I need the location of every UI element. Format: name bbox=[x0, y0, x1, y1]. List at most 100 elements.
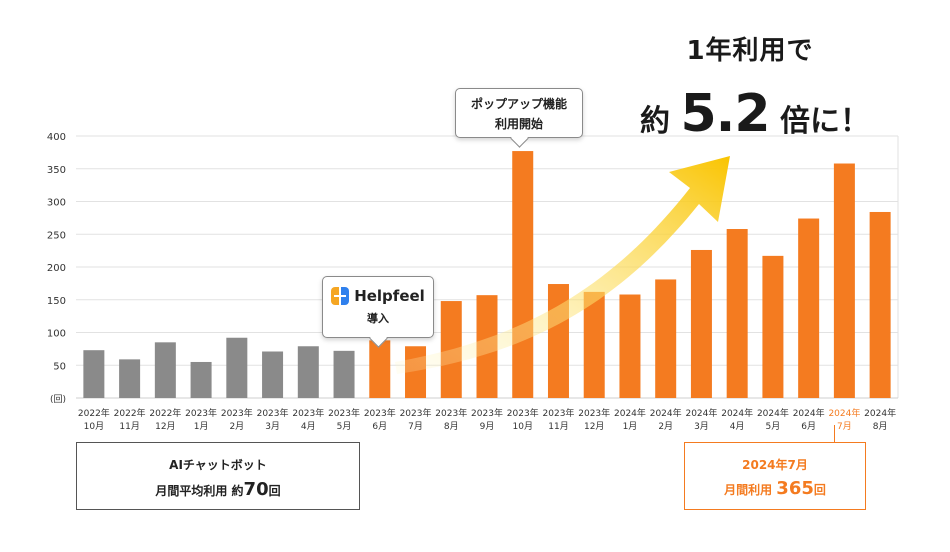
bar-2023年12月 bbox=[583, 291, 605, 398]
y-tick-label: 200 bbox=[47, 263, 66, 274]
x-tick-label: 4月 bbox=[730, 421, 745, 432]
bar-2024年1月 bbox=[619, 294, 641, 398]
bar-2023年10月 bbox=[512, 151, 534, 398]
callout-popup-line2: 利用開始 bbox=[494, 117, 543, 131]
helpfeel-brand-name: Helpfeel bbox=[354, 287, 425, 305]
y-axis-unit-label: (回) bbox=[50, 394, 66, 405]
x-tick-label: 9月 bbox=[480, 421, 495, 432]
x-tick-label: 3月 bbox=[265, 421, 280, 432]
y-tick-label: 50 bbox=[53, 361, 66, 372]
x-tick-label: 12月 bbox=[155, 421, 175, 432]
bar-2023年11月 bbox=[547, 284, 569, 398]
x-tick-label: 2024年 bbox=[650, 407, 682, 419]
x-tick-label: 1月 bbox=[194, 421, 209, 432]
x-tick-label: 8月 bbox=[873, 421, 888, 432]
x-tick-label: 3月 bbox=[694, 421, 709, 432]
bar-2024年4月 bbox=[726, 229, 748, 398]
ai-chatbot-summary-box: AIチャットボット 月間平均利用 約70回 bbox=[76, 442, 360, 510]
x-tick-label: 2023年 bbox=[257, 407, 289, 419]
x-tick-label: 2023年 bbox=[400, 407, 432, 419]
x-tick-label: 10月 bbox=[84, 421, 104, 432]
x-tick-label: 1月 bbox=[623, 421, 638, 432]
helpfeel-logo-icon bbox=[331, 287, 350, 305]
helpfeel-intro-callout: Helpfeel 導入 bbox=[322, 276, 434, 348]
hf-box-stat-unit: 回 bbox=[813, 483, 826, 497]
bar-2023年2月 bbox=[226, 337, 248, 398]
x-tick-label: 7月 bbox=[408, 421, 423, 432]
headline-line1: 1年利用で bbox=[686, 36, 814, 66]
x-tick-label: 2023年 bbox=[364, 407, 396, 419]
y-tick-label: 350 bbox=[47, 165, 66, 176]
ai-box-title: AIチャットボット bbox=[169, 458, 267, 472]
x-tick-label: 8月 bbox=[444, 421, 459, 432]
x-tick-label: 6月 bbox=[801, 421, 816, 432]
bar-2023年4月 bbox=[297, 346, 319, 398]
headline-suffix: 倍に！ bbox=[780, 104, 871, 139]
headline-line2: 約 5.2 倍に！ bbox=[630, 84, 880, 144]
bar-2024年7月 bbox=[833, 163, 855, 398]
bar-2022年10月 bbox=[83, 350, 105, 398]
ai-box-stat-prefix: 月間平均利用 約 bbox=[155, 484, 244, 498]
x-tick-label: 2023年 bbox=[507, 407, 539, 419]
y-axis-ticks: 50 100 150 200 250 300 350 400 bbox=[47, 132, 66, 372]
ai-box-stat-value: 70 bbox=[243, 479, 269, 500]
x-tick-label: 12月 bbox=[584, 421, 604, 432]
x-tick-label: 2月 bbox=[229, 421, 244, 432]
x-tick-label: 2023年 bbox=[471, 407, 503, 419]
hf-box-title: 2024年7月 bbox=[742, 458, 808, 472]
bar-2024年5月 bbox=[762, 255, 784, 398]
x-tick-label: 2022年 bbox=[149, 407, 181, 419]
x-tick-label: 11月 bbox=[119, 421, 139, 432]
bar-2022年11月 bbox=[119, 359, 141, 398]
helpfeel-summary-box: 2024年7月 月間利用 365回 bbox=[684, 442, 866, 510]
x-tick-label: 2024年 bbox=[614, 407, 646, 419]
bar-2023年1月 bbox=[190, 361, 212, 398]
x-tick-label: 2024年 bbox=[757, 407, 789, 419]
highlight-connector-line bbox=[834, 425, 835, 442]
bar-2023年6月 bbox=[369, 340, 391, 398]
x-tick-label: 2023年 bbox=[578, 407, 610, 419]
hf-box-stat-prefix: 月間利用 bbox=[724, 483, 777, 497]
x-tick-label: 2023年 bbox=[292, 407, 324, 419]
popup-launch-callout: ポップアップ機能 利用開始 bbox=[455, 88, 583, 148]
y-tick-label: 400 bbox=[47, 132, 66, 143]
y-tick-label: 300 bbox=[47, 198, 66, 209]
x-tick-label: 2024年 bbox=[864, 407, 896, 419]
x-tick-label: 5月 bbox=[766, 421, 781, 432]
helpfeel-logo-row: Helpfeel bbox=[323, 287, 433, 305]
x-tick-label: 11月 bbox=[548, 421, 568, 432]
bar-2024年8月 bbox=[869, 211, 891, 398]
hf-box-stat: 月間利用 365回 bbox=[685, 478, 865, 499]
headline-prefix: 約 bbox=[639, 104, 670, 139]
x-tick-label: 2023年 bbox=[185, 407, 217, 419]
x-tick-label: 7月 bbox=[837, 421, 852, 432]
x-tick-label: 2023年 bbox=[221, 407, 253, 419]
x-tick-label: 2024年 bbox=[721, 407, 753, 419]
bar-2024年2月 bbox=[655, 279, 677, 398]
bars bbox=[83, 151, 891, 398]
x-tick-label: 2024年 bbox=[793, 407, 825, 419]
y-tick-label: 150 bbox=[47, 296, 66, 307]
y-tick-label: 250 bbox=[47, 230, 66, 241]
ai-box-stat: 月間平均利用 約70回 bbox=[77, 479, 359, 500]
headline-multiplier: 5.2 bbox=[680, 84, 770, 144]
x-tick-label: 2023年 bbox=[435, 407, 467, 419]
helpfeel-intro-label: 導入 bbox=[367, 312, 389, 325]
bar-2024年6月 bbox=[798, 218, 820, 398]
x-tick-label: 2023年 bbox=[543, 407, 575, 419]
bar-2023年3月 bbox=[262, 351, 284, 398]
x-tick-label: 2024年 bbox=[828, 407, 860, 419]
x-tick-label: 2022年 bbox=[114, 407, 146, 419]
callout-popup-line1: ポップアップ機能 bbox=[470, 97, 567, 111]
y-tick-label: 100 bbox=[47, 329, 66, 340]
hf-box-stat-value: 365 bbox=[776, 478, 814, 499]
x-tick-label: 2月 bbox=[658, 421, 673, 432]
x-tick-label: 6月 bbox=[372, 421, 387, 432]
x-tick-label: 5月 bbox=[337, 421, 352, 432]
x-tick-label: 2024年 bbox=[685, 407, 717, 419]
bar-2022年12月 bbox=[154, 342, 176, 398]
x-axis-labels: 2022年 10月 2022年 11月 2022年 12月 2023年 1月 2023年 2月 20… bbox=[78, 407, 896, 432]
x-tick-label: 4月 bbox=[301, 421, 316, 432]
bar-2024年3月 bbox=[690, 249, 712, 398]
